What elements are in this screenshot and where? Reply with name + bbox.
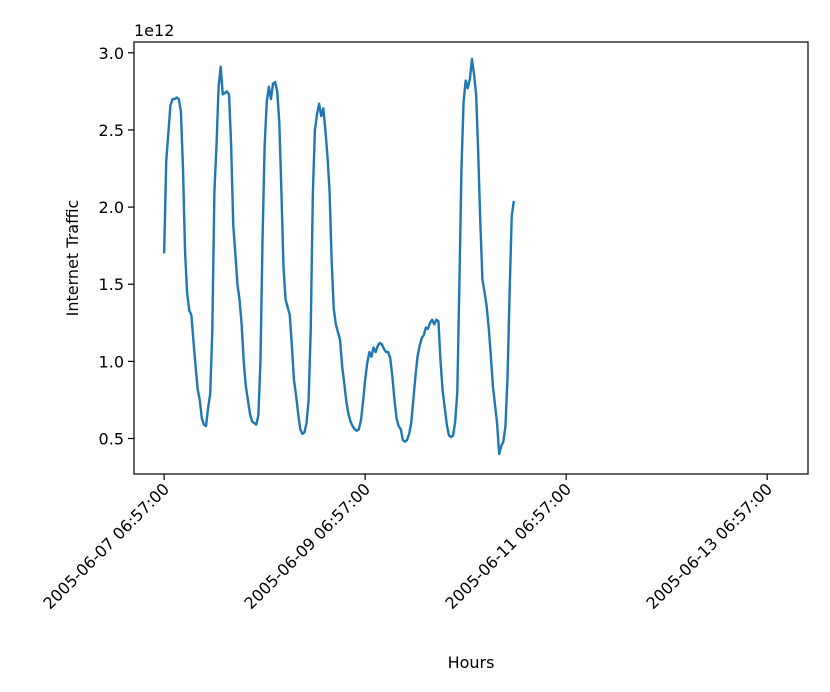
y-tick-label: 1.0 bbox=[99, 352, 124, 371]
y-offset-label: 1e12 bbox=[134, 21, 174, 40]
y-axis-title: Internet Traffic bbox=[63, 200, 82, 317]
y-tick-label: 1.5 bbox=[99, 275, 124, 294]
axes-frame bbox=[133, 41, 809, 475]
y-axis-ticks: 0.5 1.0 1.5 2.0 2.5 3.0 bbox=[99, 44, 134, 449]
y-tick-label: 2.0 bbox=[99, 198, 124, 217]
y-tick-label: 2.5 bbox=[99, 121, 124, 140]
y-tick-label: 0.5 bbox=[99, 430, 124, 449]
plot-area bbox=[162, 57, 516, 456]
x-axis-title: Hours bbox=[448, 653, 495, 672]
y-tick-label: 3.0 bbox=[99, 44, 124, 63]
series-line-0 bbox=[162, 57, 516, 456]
